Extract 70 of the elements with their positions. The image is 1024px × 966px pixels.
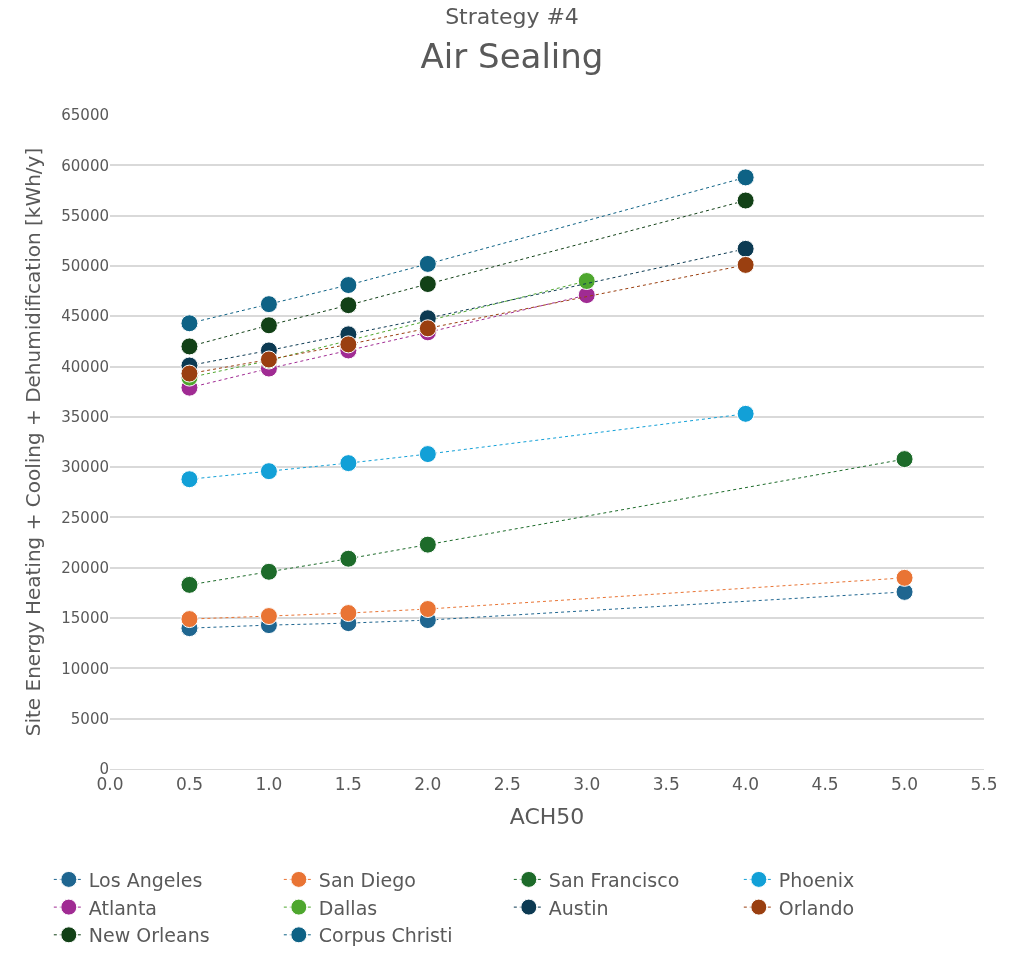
x-tick-label: 0.0	[96, 774, 124, 795]
y-tick-label: 5000	[70, 709, 109, 728]
y-tick-label: 30000	[61, 458, 109, 477]
point	[418, 254, 437, 273]
legend-label: Los Angeles	[88, 868, 203, 891]
y-tick-label: 45000	[61, 307, 109, 326]
point	[895, 568, 914, 587]
point	[418, 535, 437, 554]
point	[736, 191, 755, 210]
x-axis-title: ACH50	[509, 804, 585, 830]
y-tick-label: 20000	[61, 559, 109, 578]
y-tick-label: 55000	[61, 206, 109, 225]
legend-label: Atlanta	[88, 896, 157, 919]
y-tick-label: 15000	[61, 609, 109, 628]
point	[180, 470, 199, 489]
legend-label: San Diego	[318, 868, 416, 891]
legend-label: Austin	[548, 896, 609, 919]
x-tick-label: 2.0	[414, 774, 442, 795]
y-tick-label: 35000	[61, 408, 109, 427]
point	[180, 337, 199, 356]
point	[259, 316, 278, 335]
point	[180, 610, 199, 629]
legend-label: Corpus Christi	[318, 924, 453, 947]
point	[259, 562, 278, 581]
x-tick-label: 4.5	[811, 774, 839, 795]
point	[339, 549, 358, 568]
point	[418, 445, 437, 464]
point	[339, 454, 358, 473]
chart-title: Air Sealing	[420, 36, 604, 77]
y-tick-label: 65000	[61, 106, 109, 125]
point	[736, 255, 755, 274]
x-tick-label: 0.5	[175, 774, 203, 795]
x-tick-label: 3.5	[652, 774, 680, 795]
legend-label: New Orleans	[88, 924, 210, 947]
y-tick-label: 25000	[61, 508, 109, 527]
point	[259, 462, 278, 481]
legend-label: Dallas	[318, 896, 378, 919]
x-tick-label: 5.0	[891, 774, 919, 795]
x-tick-label: 3.0	[573, 774, 601, 795]
point	[577, 272, 596, 291]
point	[259, 607, 278, 626]
y-tick-label: 50000	[61, 257, 109, 276]
y-tick-label: 60000	[61, 156, 109, 175]
point	[339, 335, 358, 354]
point	[259, 295, 278, 314]
point	[339, 296, 358, 315]
x-tick-label: 2.5	[493, 774, 521, 795]
chart-subtitle: Strategy #4	[445, 4, 579, 30]
x-tick-label: 1.5	[334, 774, 362, 795]
point	[339, 604, 358, 623]
x-tick-label: 5.5	[970, 774, 998, 795]
point	[895, 450, 914, 469]
legend-label: Phoenix	[778, 868, 855, 891]
point	[180, 314, 199, 333]
point	[339, 276, 358, 295]
x-tick-label: 1.0	[255, 774, 283, 795]
point	[418, 319, 437, 338]
point	[736, 168, 755, 187]
y-tick-label: 10000	[61, 659, 109, 678]
y-tick-label: 40000	[61, 357, 109, 376]
point	[736, 239, 755, 258]
point	[180, 575, 199, 594]
x-tick-label: 4.0	[732, 774, 760, 795]
legend-label: San Francisco	[548, 868, 680, 891]
y-axis-title: Site Energy Heating + Cooling + Dehumidification [kWh/y]	[20, 147, 45, 737]
point	[736, 404, 755, 423]
legend-label: Orlando	[778, 896, 855, 919]
point	[180, 364, 199, 383]
point	[418, 275, 437, 294]
point	[418, 600, 437, 619]
